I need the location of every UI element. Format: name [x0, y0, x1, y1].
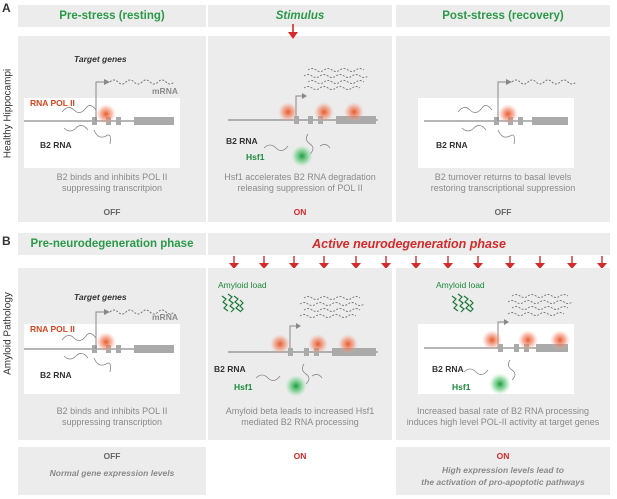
a1-state: OFF [103, 207, 121, 217]
a3-b2rna-label: B2 RNA [436, 140, 468, 150]
amyloid-arrow-row [229, 256, 607, 269]
b3-state: ON [496, 451, 510, 461]
b3-bottom-panel [396, 447, 610, 495]
a1-caption-line1: B2 binds and inhibits POL II [56, 172, 168, 182]
header-pre-neurodegeneration: Pre-neurodegeneration phase [18, 233, 206, 255]
panel-a-col2 [208, 36, 392, 222]
a1-gene-diagram [24, 79, 175, 145]
a2-caption-line1: Hsf1 accelerates B2 RNA degradation [224, 172, 376, 182]
a1-caption-line2: suppressing transcritpion [61, 183, 163, 193]
b1-rna-pol-label: RNA POL II [30, 324, 75, 334]
section-a-letter: A [2, 1, 11, 15]
b3-hsf1-label: Hsf1 [452, 382, 471, 392]
a3-state: OFF [494, 207, 512, 217]
b2-amyloid-plaque-icon [221, 293, 244, 313]
b2-state: ON [293, 451, 307, 461]
b1-state: OFF [103, 451, 121, 461]
b1-b2rna-label: B2 RNA [40, 370, 72, 380]
b3-bottom-note-line1: High expression levels lead to [442, 465, 564, 475]
b3-amyloid-plaque-icon [451, 293, 474, 313]
section-b-letter: B [2, 234, 11, 248]
b1-caption-line1: B2 binds and inhibits POL II [56, 406, 168, 416]
b1-bottom-note: Normal gene expression levels [49, 468, 175, 478]
b1-target-genes-label: Target genes [74, 292, 127, 302]
a3-caption-line1: B2 turnover returns to basal levels [434, 172, 572, 182]
b2-caption-line1: Amyloid beta leads to increased Hsf1 [225, 406, 375, 416]
b1-caption-line2: suppressing transcription [61, 417, 163, 427]
a1-mrna-label: mRNA [152, 86, 178, 96]
b1-mrna-label: mRNA [152, 312, 178, 322]
section-a-side-label: Healthy Hippocampi [2, 68, 14, 159]
header-pre-stress: Pre-stress (resting) [18, 5, 206, 27]
b2-gene-diagram [221, 293, 378, 397]
header-post-stress: Post-stress (recovery) [396, 5, 610, 27]
b3-bottom-note-line2: the activation of pro-apoptotic pathways [421, 477, 585, 487]
b3-caption-line1: Increased basal rate of B2 RNA processin… [416, 406, 590, 416]
b3-amyloid-label: Amyloid load [436, 280, 485, 290]
a3-gene-diagram [424, 79, 577, 145]
b2-caption-line2: mediated B2 RNA processing [241, 417, 359, 427]
header-stimulus: Stimulus [208, 5, 392, 27]
a2-state: ON [293, 207, 307, 217]
stimulus-arrow-icon [288, 24, 298, 39]
b3-caption-line2: induces high level POL-II activity at ta… [406, 417, 600, 427]
a3-caption-line2: restoring transcriptional suppression [430, 183, 576, 193]
header-active-neurodegeneration: Active neurodegeneration phase [208, 233, 610, 255]
b2-b2rna-label: B2 RNA [214, 364, 246, 374]
b1-gene-diagram [24, 309, 175, 373]
a1-rna-pol-label: RNA POL II [30, 98, 75, 108]
b1-bottom-panel [18, 447, 206, 495]
a2-caption-line2: releasing suppression of POL II [237, 183, 363, 193]
a2-gene-diagram [228, 68, 378, 167]
b3-gene-diagram [424, 293, 573, 395]
b3-b2rna-label: B2 RNA [432, 364, 464, 374]
a1-target-genes-label: Target genes [74, 54, 127, 64]
a2-b2rna-label: B2 RNA [226, 136, 258, 146]
b2-hsf1-label: Hsf1 [234, 382, 253, 392]
a2-hsf1-label: Hsf1 [246, 152, 265, 162]
panel-a-col3-inset [418, 98, 574, 168]
a1-b2rna-label: B2 RNA [40, 140, 72, 150]
section-b-side-label: Amyloid Pathology [2, 292, 14, 375]
b2-amyloid-label: Amyloid load [218, 280, 267, 290]
